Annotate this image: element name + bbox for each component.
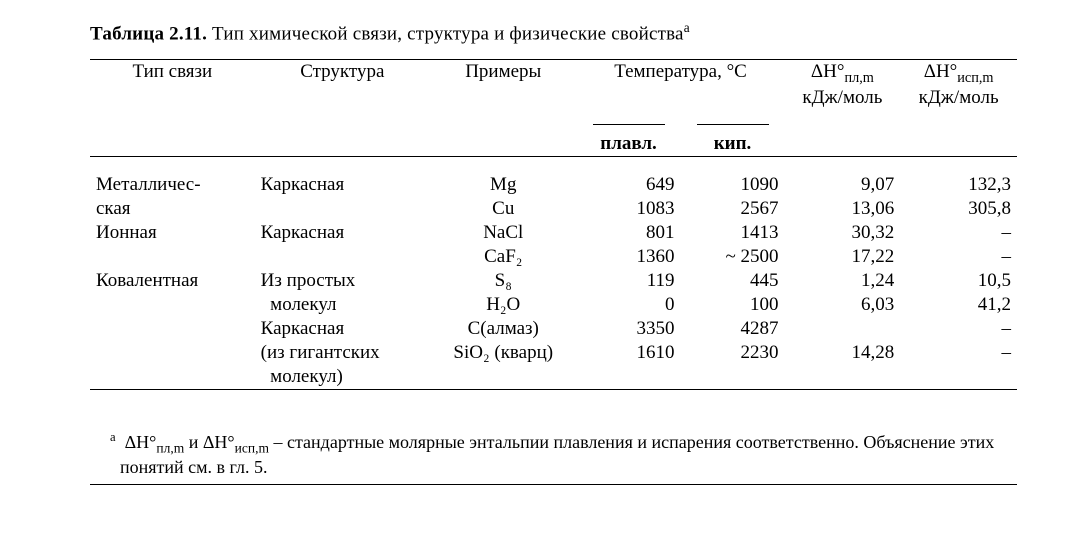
table-row: (из гигантскихSiO₂ (кварц)1610223014,28–: [90, 341, 1017, 365]
col-temp: Температура, °C: [614, 61, 747, 82]
cell-fus: 1,24: [784, 269, 900, 293]
cell-structure: (из гигантских: [255, 341, 430, 365]
cell-structure: [255, 245, 430, 269]
col-unit-1: кДж/моль: [802, 87, 882, 108]
cell-melt: 649: [577, 173, 681, 197]
footnote: а ΔH°пл,m и ΔH°исп,m – стандартные моляр…: [90, 430, 1017, 485]
cell-boil: 4287: [681, 317, 785, 341]
cell-structure: Каркасная: [255, 317, 430, 341]
cell-fus: 17,22: [784, 245, 900, 269]
col-structure: Структура: [300, 61, 384, 82]
cell-vap: –: [900, 221, 1017, 245]
bottom-rule: [90, 390, 1017, 391]
cell-melt: 119: [577, 269, 681, 293]
cell-vap: [900, 365, 1017, 390]
footnote-and: и: [184, 432, 203, 452]
caption-text: Тип химической связи, структура и физиче…: [207, 23, 684, 44]
cell-boil: [681, 365, 785, 390]
col-dhfus: ΔH°пл,m: [811, 61, 874, 82]
cell-vap: –: [900, 245, 1017, 269]
sub-rule-2: [697, 124, 769, 125]
cell-vap: 41,2: [900, 293, 1017, 317]
cell-fus: 13,06: [784, 197, 900, 221]
table-row: молекулH₂O01006,0341,2: [90, 293, 1017, 317]
cell-fus: [784, 317, 900, 341]
cell-bond: [90, 245, 255, 269]
cell-ex: [430, 365, 577, 390]
cell-fus: 6,03: [784, 293, 900, 317]
cell-bond: [90, 365, 255, 390]
cell-boil: 2230: [681, 341, 785, 365]
cell-bond: [90, 341, 255, 365]
cell-melt: 801: [577, 221, 681, 245]
cell-ex: Cu: [430, 197, 577, 221]
col-dhvap: ΔH°исп,m: [924, 61, 994, 82]
footnote-sym-2: ΔH°исп,m: [203, 432, 269, 452]
cell-boil: 100: [681, 293, 785, 317]
cell-vap: 132,3: [900, 173, 1017, 197]
cell-bond: [90, 293, 255, 317]
cell-structure: [255, 197, 430, 221]
cell-vap: 305,8: [900, 197, 1017, 221]
table-row: КовалентнаяИз простыхS₈1194451,2410,5: [90, 269, 1017, 293]
cell-structure: Из простых: [255, 269, 430, 293]
cell-vap: –: [900, 341, 1017, 365]
col-bond: Тип связи: [132, 61, 212, 82]
caption-footnote-marker: а: [684, 20, 690, 35]
header-sep: [90, 157, 1017, 174]
table-row: КаркаснаяC(алмаз)33504287 –: [90, 317, 1017, 341]
data-table: Тип связи Структура Примеры Температура,…: [90, 59, 1017, 390]
table-row: ИоннаяКаркаснаяNaCl801141330,32–: [90, 221, 1017, 245]
cell-fus: 14,28: [784, 341, 900, 365]
table-row: CaF₂1360~ 250017,22–: [90, 245, 1017, 269]
cell-ex: CaF₂: [430, 245, 577, 269]
cell-bond: [90, 317, 255, 341]
header-row-1: Тип связи Структура Примеры Температура,…: [90, 60, 1017, 110]
col-melt: плавл.: [600, 133, 657, 154]
cell-melt: 0: [577, 293, 681, 317]
cell-melt: 1360: [577, 245, 681, 269]
cell-ex: S₈: [430, 269, 577, 293]
footnote-marker: а: [110, 430, 116, 444]
cell-bond: Металличес-: [90, 173, 255, 197]
cell-boil: 1090: [681, 173, 785, 197]
cell-boil: ~ 2500: [681, 245, 785, 269]
col-boil: кип.: [714, 133, 752, 154]
cell-melt: [577, 365, 681, 390]
cell-boil: 1413: [681, 221, 785, 245]
table-caption: Таблица 2.11. Тип химической связи, стру…: [90, 20, 1017, 45]
cell-ex: SiO₂ (кварц): [430, 341, 577, 365]
cell-fus: [784, 365, 900, 390]
cell-ex: C(алмаз): [430, 317, 577, 341]
cell-vap: 10,5: [900, 269, 1017, 293]
cell-melt: 3350: [577, 317, 681, 341]
cell-structure: молекул: [255, 293, 430, 317]
footnote-sym-1: ΔH°пл,m: [125, 432, 185, 452]
cell-structure: Каркасная: [255, 173, 430, 197]
cell-melt: 1083: [577, 197, 681, 221]
col-unit-2: кДж/моль: [919, 87, 999, 108]
cell-boil: 2567: [681, 197, 785, 221]
cell-boil: 445: [681, 269, 785, 293]
cell-bond: ская: [90, 197, 255, 221]
cell-structure: молекул): [255, 365, 430, 390]
cell-vap: –: [900, 317, 1017, 341]
cell-bond: Ковалентная: [90, 269, 255, 293]
cell-structure: Каркасная: [255, 221, 430, 245]
table-row: Металличес-КаркаснаяMg64910909,07132,3: [90, 173, 1017, 197]
sub-rule-1: [593, 124, 665, 125]
col-examples: Примеры: [465, 61, 541, 82]
cell-ex: Mg: [430, 173, 577, 197]
caption-number: Таблица 2.11.: [90, 23, 207, 44]
cell-fus: 9,07: [784, 173, 900, 197]
table-row: молекул): [90, 365, 1017, 390]
cell-melt: 1610: [577, 341, 681, 365]
cell-fus: 30,32: [784, 221, 900, 245]
cell-ex: H₂O: [430, 293, 577, 317]
cell-ex: NaCl: [430, 221, 577, 245]
cell-bond: Ионная: [90, 221, 255, 245]
table-row: ская Cu1083256713,06305,8: [90, 197, 1017, 221]
